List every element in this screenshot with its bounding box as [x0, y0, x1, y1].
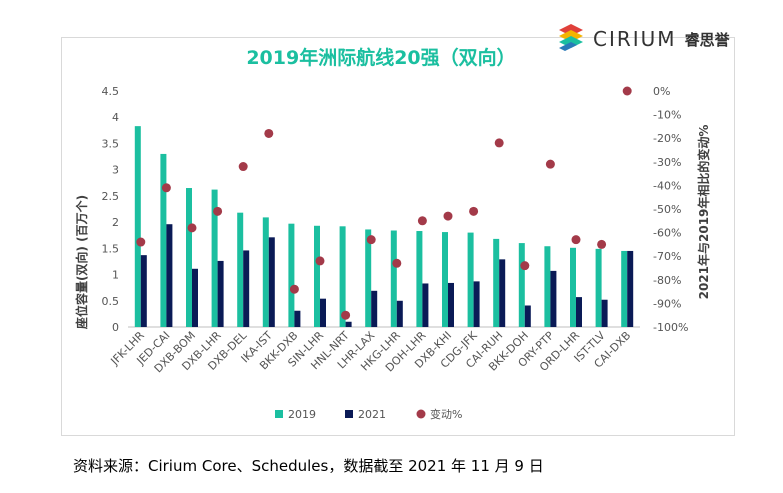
y-right-tick-label: -40%	[653, 179, 681, 192]
change-point	[213, 206, 223, 216]
chart-title: 2019年洲际航线20强（双向）	[246, 46, 515, 69]
legend-swatch	[345, 410, 353, 418]
y-right-tick-label: 0%	[653, 85, 670, 98]
bar-2021	[524, 305, 531, 327]
change-point	[136, 237, 146, 247]
bar-2019	[134, 126, 141, 327]
bar-2021	[166, 224, 173, 327]
y-right-tick-label: -60%	[653, 227, 681, 240]
change-point	[289, 284, 299, 294]
bar-2019	[186, 188, 192, 327]
y-left-tick-label: 4	[112, 111, 119, 124]
y-left-tick-label: 2.5	[102, 190, 120, 203]
bar-2021	[192, 268, 198, 327]
bar-2021	[396, 300, 403, 327]
change-point	[571, 235, 581, 245]
legend-label: 2019	[288, 408, 316, 421]
legend-label: 变动%	[430, 407, 462, 421]
change-point	[622, 86, 632, 96]
bar-2019	[390, 230, 397, 327]
y-right-tick-label: -50%	[653, 203, 681, 216]
change-point	[341, 310, 351, 320]
change-point	[494, 138, 504, 148]
change-point	[161, 183, 171, 193]
legend-swatch	[275, 410, 283, 418]
change-point	[520, 261, 530, 271]
y-left-tick-label: 3	[112, 164, 119, 177]
legend: 2019 2021 变动%	[275, 407, 462, 421]
bar-2021	[217, 260, 224, 327]
cirium-logo: CIRIUM 睿思誉	[557, 22, 730, 56]
y-right-tick-label: -80%	[653, 274, 681, 287]
bar-2019	[237, 212, 244, 327]
cirium-logo-icon	[559, 24, 583, 51]
brand-name-cn: 睿思誉	[684, 30, 730, 49]
bar-2021	[320, 298, 326, 327]
bar-2019	[621, 250, 628, 327]
change-point	[443, 211, 453, 221]
bar-2021	[243, 250, 250, 327]
y-right-tick-label: -90%	[653, 297, 681, 310]
bar-2019	[160, 153, 167, 327]
bar-2019	[288, 223, 295, 327]
change-point	[366, 235, 376, 245]
plot-area: 0 0.5 1 1.5 2 2.5 3 3.5 4 4.5 0% -10% -20% -30% -40% -5…	[102, 85, 689, 375]
legend-swatch	[416, 409, 426, 419]
bar-2021	[422, 283, 429, 327]
change-point	[597, 239, 607, 249]
bar-2021	[576, 297, 582, 327]
change-point	[264, 128, 274, 138]
bar-2021	[550, 270, 557, 327]
change-point	[417, 216, 427, 226]
y-left-tick-label: 4.5	[102, 85, 120, 98]
bar-2019	[467, 232, 474, 327]
bar-2019	[339, 226, 346, 327]
bar-2019	[493, 238, 500, 327]
bar-2019	[544, 246, 551, 327]
bar-2021	[499, 259, 506, 327]
y-left-tick-label: 3.5	[102, 137, 120, 150]
bar-2019	[570, 247, 576, 327]
bar-2019	[416, 231, 423, 327]
change-point	[238, 162, 248, 172]
bar-2021	[294, 310, 301, 327]
bar-2019	[442, 232, 448, 327]
change-point	[469, 206, 479, 216]
bar-2021	[371, 290, 378, 327]
y-left-tick-label: 1.5	[102, 242, 120, 255]
y-axis-right-label: 2021年与2019年相比的变动%	[696, 125, 711, 300]
y-right-tick-label: -100%	[653, 321, 688, 334]
change-point	[392, 258, 402, 268]
y-axis-left-label: 座位容量(双向) (百万个)	[74, 195, 89, 330]
brand-name: CIRIUM	[593, 27, 677, 51]
y-right-tick-label: -20%	[653, 132, 681, 145]
bar-2021	[448, 282, 454, 327]
bar-2021	[268, 237, 275, 327]
bar-2019	[262, 217, 269, 327]
y-left-tick-label: 1	[112, 269, 119, 282]
legend-label: 2021	[358, 408, 386, 421]
change-point	[545, 159, 555, 169]
bar-2021	[140, 255, 147, 327]
bar-2021	[627, 250, 634, 327]
bar-2019	[518, 243, 525, 327]
bar-2019	[365, 229, 372, 327]
bar-2021	[473, 281, 480, 327]
source-note: 资料来源：Cirium Core、Schedules，数据截至 2021 年 1…	[73, 457, 544, 475]
chart-frame	[61, 37, 735, 436]
y-left-tick-label: 2	[112, 216, 119, 229]
y-left-tick-label: 0.5	[102, 295, 120, 308]
y-right-tick-label: -70%	[653, 250, 681, 263]
bar-2019	[595, 248, 602, 327]
bar-2019	[314, 225, 320, 327]
y-right-tick-label: -30%	[653, 156, 681, 169]
y-left-tick-label: 0	[112, 321, 119, 334]
bar-2019	[211, 189, 218, 327]
change-point	[187, 223, 197, 233]
change-point	[315, 256, 325, 266]
bar-2021	[345, 321, 352, 327]
y-right-tick-label: -10%	[653, 109, 681, 122]
bar-2021	[601, 299, 608, 327]
